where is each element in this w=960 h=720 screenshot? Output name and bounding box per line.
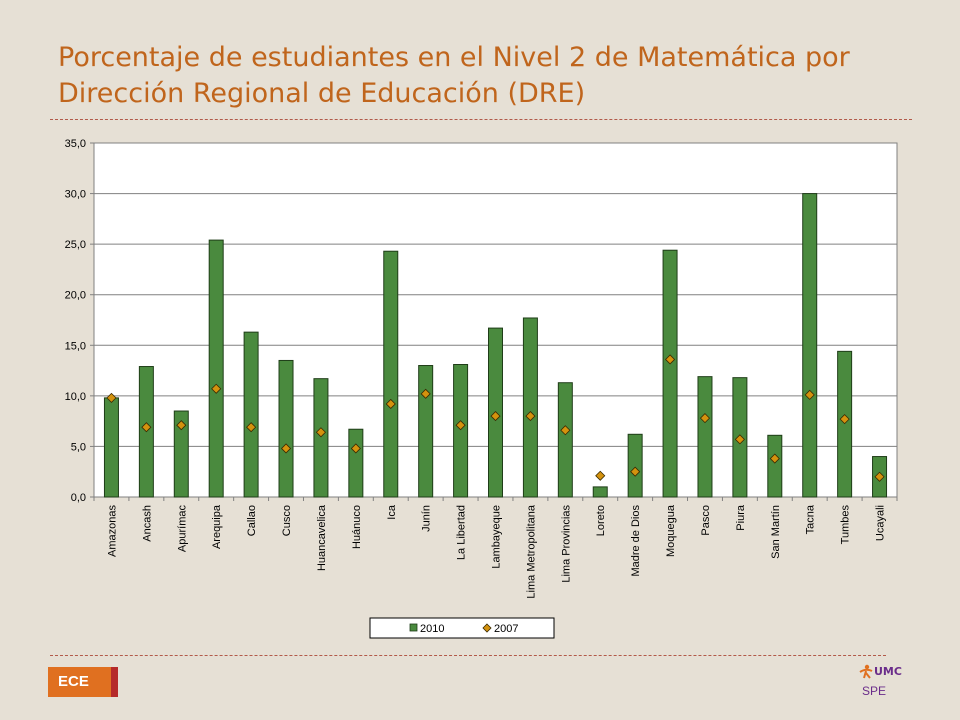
marker-2007 [804, 389, 815, 400]
marker-2007 [630, 466, 641, 477]
marker-2007 [839, 414, 850, 425]
marker-2007 [525, 411, 536, 422]
bottom-divider [50, 655, 886, 656]
y-tick-label: 5,0 [71, 441, 86, 453]
logo-spe-text: SPE [862, 684, 887, 698]
chart-legend: 2010 2007 [369, 617, 555, 639]
x-tick-label: Moquegua [665, 504, 677, 557]
x-tick-label: Madre de Dios [630, 505, 642, 577]
x-tick-label: Huánuco [351, 505, 363, 549]
slide-title: Porcentaje de estudiantes en el Nivel 2 … [58, 40, 918, 112]
bar-2010 [522, 317, 538, 498]
x-tick-label: Apurímac [176, 505, 188, 553]
title-line-2: Dirección Regional de Educación (DRE) [58, 78, 586, 109]
x-tick-label: Amazonas [106, 505, 118, 557]
marker-2007 [595, 470, 606, 481]
umc-figure-icon [859, 664, 873, 679]
marker-2007 [176, 420, 187, 431]
legend-box [369, 617, 555, 639]
y-tick-label: 10,0 [65, 391, 86, 403]
bar-2010 [173, 410, 189, 498]
x-tick-label: San Martín [770, 505, 782, 559]
bar-2010 [627, 433, 643, 498]
x-tick-label: Tumbes [840, 505, 852, 545]
x-tick-label: Piura [735, 504, 747, 531]
marker-2007 [385, 398, 396, 410]
marker-2007 [734, 434, 745, 445]
marker-2007 [769, 453, 780, 464]
x-tick-label: Ica [386, 504, 398, 520]
x-tick-label: Loreto [595, 505, 607, 536]
marker-2007 [350, 443, 361, 454]
x-tick-label: Arequipa [211, 504, 223, 549]
marker-2007 [315, 427, 327, 438]
bar-2010 [767, 434, 783, 498]
bar-2010 [208, 239, 224, 498]
marker-2007 [664, 354, 676, 365]
marker-2007 [246, 422, 257, 433]
x-tick-label: Ancash [141, 505, 153, 542]
x-tick-label: Lambayeque [491, 505, 503, 569]
legend-label-2007: 2007 [494, 623, 518, 635]
marker-2007 [106, 392, 117, 403]
marker-2007 [141, 422, 152, 433]
x-tick-label: Huancavelica [316, 504, 328, 571]
x-tick-label: Tacna [805, 504, 817, 534]
bar-2010 [383, 250, 399, 498]
marker-2007 [420, 388, 431, 399]
bar-2010 [278, 359, 294, 498]
y-tick-label: 20,0 [65, 290, 86, 302]
title-line-1: Porcentaje de estudiantes en el Nivel 2 … [58, 42, 850, 73]
bar-2010 [592, 486, 608, 498]
marker-2007 [699, 413, 711, 424]
x-tick-label: Junín [421, 505, 433, 532]
legend-label-2010: 2010 [420, 623, 444, 635]
bar-2010 [662, 249, 678, 498]
bar-2010 [802, 193, 818, 498]
marker-2007 [280, 443, 292, 454]
bar-2010 [557, 382, 573, 498]
x-tick-label: Lima Metropolitana [525, 504, 537, 598]
marker-2007 [211, 383, 222, 394]
bar-2010 [453, 364, 469, 498]
logo-umc-text: UMC [874, 665, 902, 678]
marker-2007 [560, 425, 571, 436]
ece-badge: ECE [48, 667, 118, 697]
bar-2010 [313, 378, 329, 498]
y-tick-label: 35,0 [65, 138, 86, 150]
x-tick-label: Pasco [700, 505, 712, 536]
bar-2010 [243, 331, 259, 498]
legend-swatch-2010 [409, 623, 418, 632]
x-tick-label: La Libertad [456, 505, 468, 560]
x-tick-label: Lima Provincias [560, 505, 572, 583]
y-tick-label: 0,0 [71, 492, 86, 504]
bar-2010 [348, 428, 364, 498]
legend-marker-2007 [482, 623, 492, 633]
marker-2007 [490, 411, 501, 422]
marker-2007 [455, 420, 466, 431]
bar-2010 [697, 376, 713, 498]
x-tick-label: Callao [246, 505, 258, 536]
y-tick-label: 30,0 [65, 189, 86, 201]
bar-2010 [418, 365, 434, 498]
x-tick-label: Ucayali [875, 505, 887, 541]
marker-2007 [874, 471, 885, 482]
top-divider [50, 119, 912, 120]
y-tick-label: 25,0 [65, 239, 86, 251]
bar-2010 [103, 397, 119, 498]
umc-logo: UMC SPE [852, 662, 912, 702]
x-tick-label: Cusco [281, 505, 293, 536]
y-tick-label: 15,0 [65, 340, 86, 352]
